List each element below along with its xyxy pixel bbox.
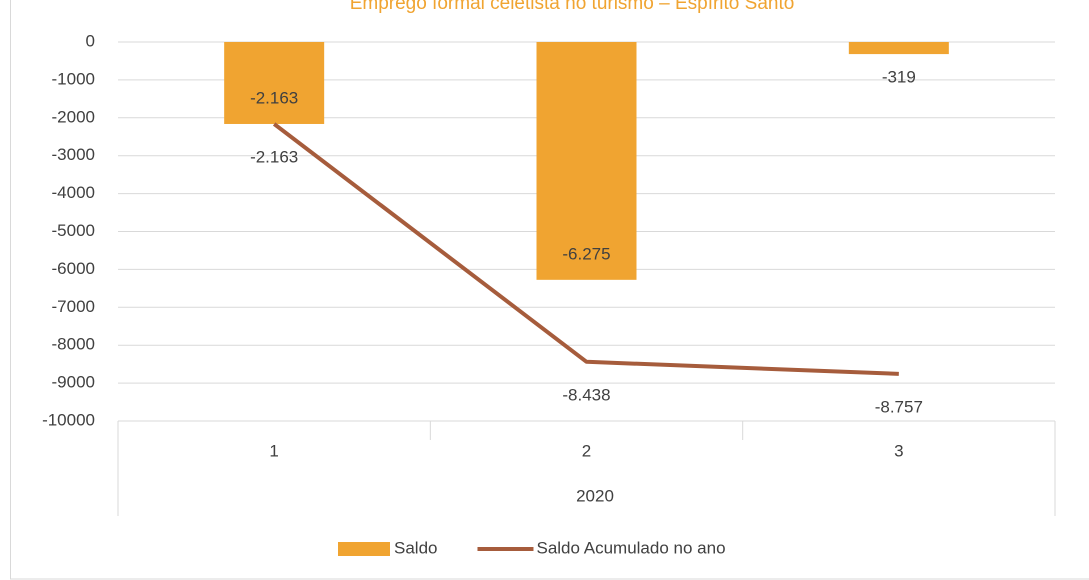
data-label: -8.438: [562, 385, 610, 404]
legend-label: Saldo: [394, 538, 437, 557]
y-tick-label: -4000: [52, 183, 95, 202]
y-tick-label: -7000: [52, 297, 95, 316]
bar: [848, 42, 949, 55]
bar: [224, 42, 325, 124]
data-label: -319: [882, 68, 916, 87]
y-tick-label: -1000: [52, 69, 95, 88]
data-label: -8.757: [875, 397, 923, 416]
y-tick-label: 0: [86, 31, 95, 50]
legend-label: Saldo Acumulado no ano: [536, 538, 725, 557]
x-tick-label: 2: [582, 441, 591, 460]
data-label: -6.275: [562, 244, 610, 263]
y-tick-label: -2000: [52, 107, 95, 126]
group-label: 2020: [576, 486, 614, 505]
y-tick-label: -3000: [52, 145, 95, 164]
y-tick-label: -9000: [52, 373, 95, 392]
line: [272, 122, 899, 376]
bar: [536, 42, 637, 280]
x-tick-label: 3: [894, 441, 903, 460]
legend-swatch: [338, 542, 390, 556]
data-label: -2.163: [250, 88, 298, 107]
y-tick-label: -8000: [52, 335, 95, 354]
y-tick-label: -5000: [52, 221, 95, 240]
x-tick-label: 1: [269, 441, 278, 460]
y-tick-label: -6000: [52, 259, 95, 278]
chart-title: Emprego formal celetista no turismo – Es…: [350, 0, 795, 14]
y-tick-label: -10000: [42, 410, 95, 429]
data-label: -2.163: [250, 147, 298, 166]
